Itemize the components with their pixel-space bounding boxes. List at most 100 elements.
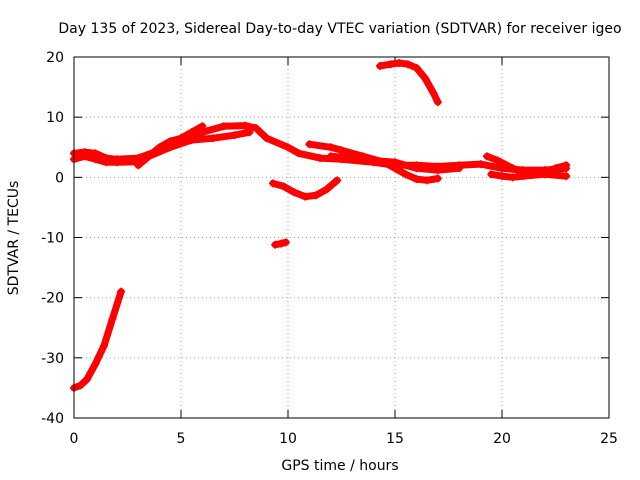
data-point: [540, 170, 549, 179]
data-point: [91, 155, 100, 164]
data-point: [420, 74, 429, 83]
data-point: [412, 164, 421, 173]
series-arc-i: [326, 152, 464, 175]
data-point: [423, 176, 432, 185]
data-point: [284, 143, 292, 152]
data-point: [562, 161, 571, 170]
data-point: [294, 149, 303, 158]
series-arc-e: [269, 176, 342, 201]
x-tick-label: 15: [386, 431, 404, 447]
data-point: [134, 161, 143, 170]
data-point: [245, 128, 254, 137]
data-point: [269, 179, 278, 188]
data-point: [108, 314, 117, 323]
data-point: [333, 176, 342, 185]
y-axis-ticks: -40 -30 -20 -10 0 10 20: [41, 50, 609, 427]
data-point: [386, 60, 395, 69]
data-point: [209, 134, 218, 143]
data-point: [241, 121, 250, 130]
series-arc-d: [134, 122, 207, 170]
y-tick-label: -20: [41, 291, 64, 307]
data-point: [433, 166, 442, 175]
data-point: [395, 59, 404, 68]
grid: [74, 57, 609, 418]
data-point: [376, 62, 385, 71]
data-point: [311, 191, 320, 200]
data-point: [271, 240, 280, 249]
data-point: [177, 134, 185, 143]
data-point: [519, 172, 528, 181]
data-point: [155, 143, 164, 152]
data-point: [112, 158, 121, 167]
chart-title: Day 135 of 2023, Sidereal Day-to-day VTE…: [58, 21, 621, 37]
y-tick-label: 10: [46, 110, 64, 126]
data-point: [305, 140, 314, 149]
series-arc-f: [271, 238, 290, 249]
x-axis-ticks: 0 5 10 15 20 25: [70, 57, 618, 447]
data-point: [326, 152, 335, 161]
data-point: [80, 152, 89, 161]
y-tick-label: -40: [41, 411, 64, 427]
data-point: [316, 154, 325, 163]
x-axis-label: GPS time / hours: [281, 458, 398, 474]
data-point: [412, 175, 421, 184]
x-tick-label: 0: [70, 431, 79, 447]
series-arc-a: [70, 287, 126, 392]
series-line: [376, 59, 442, 106]
data-point: [403, 60, 412, 69]
data-point: [219, 122, 228, 131]
data-point: [144, 152, 153, 161]
data-point: [348, 154, 357, 163]
data-point: [102, 158, 111, 167]
data-point: [76, 381, 85, 390]
data-point: [433, 174, 442, 183]
data-point: [251, 123, 260, 132]
x-tick-label: 20: [493, 431, 511, 447]
data-point: [369, 156, 378, 165]
data-point: [551, 164, 560, 173]
data-point: [508, 173, 517, 182]
data-point: [279, 182, 288, 191]
data-point: [493, 156, 502, 165]
data-point: [277, 239, 286, 248]
x-tick-label: 10: [279, 431, 297, 447]
y-tick-label: -10: [41, 231, 64, 247]
data-point: [476, 160, 485, 169]
data-point: [429, 89, 438, 98]
data-point: [187, 128, 196, 137]
data-point: [562, 172, 571, 181]
y-tick-label: 20: [46, 50, 64, 66]
series-layer: [70, 59, 571, 392]
data-point: [281, 238, 290, 247]
series-line: [70, 288, 125, 392]
data-point: [301, 192, 310, 201]
data-point: [412, 63, 421, 72]
y-tick-label: 0: [55, 170, 64, 186]
plot-border: [73, 56, 610, 419]
data-point: [455, 164, 464, 173]
data-point: [433, 98, 442, 107]
x-tick-label: 25: [600, 431, 618, 447]
data-point: [337, 146, 346, 155]
data-point: [326, 143, 335, 152]
data-point: [483, 152, 492, 161]
data-point: [508, 164, 517, 173]
data-point: [117, 287, 126, 296]
data-point: [290, 188, 299, 197]
data-point: [498, 172, 506, 181]
data-point: [91, 359, 100, 368]
series-arc-g: [376, 59, 442, 107]
data-point: [99, 341, 108, 350]
data-point: [82, 375, 91, 384]
data-point: [391, 158, 399, 167]
y-tick-label: -30: [41, 351, 64, 367]
data-point: [262, 134, 271, 143]
data-point: [487, 170, 496, 179]
data-point: [230, 131, 239, 140]
data-point: [401, 170, 410, 179]
data-point: [198, 122, 207, 131]
data-point: [187, 136, 196, 145]
y-axis-label: SDTVAR / TECUs: [6, 181, 22, 296]
series-arc-k: [487, 170, 571, 182]
